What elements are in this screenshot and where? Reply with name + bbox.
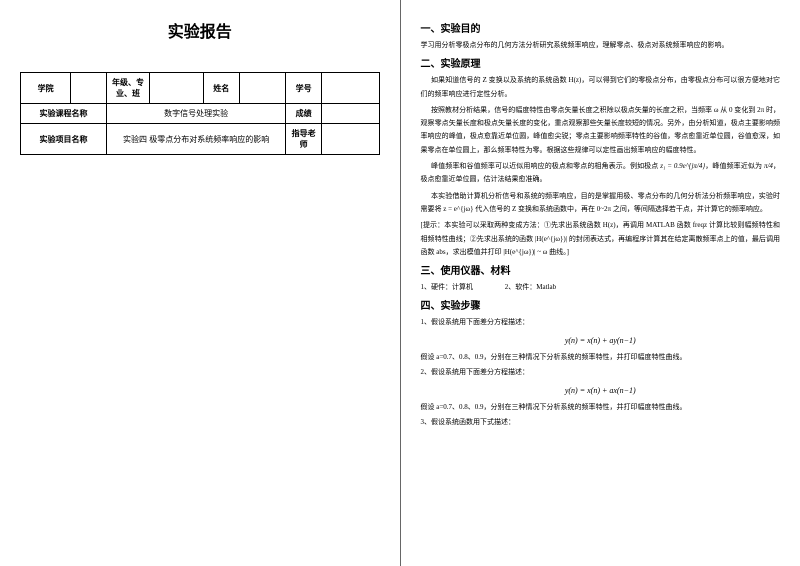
val-id bbox=[322, 73, 379, 104]
section2-heading: 二、实验原理 bbox=[421, 55, 781, 70]
label-name: 姓名 bbox=[203, 73, 239, 104]
table-row: 实验课程名称 数字信号处理实验 成绩 bbox=[21, 104, 380, 124]
label-project: 实验项目名称 bbox=[21, 124, 107, 155]
section3-heading: 三、使用仪器、材料 bbox=[421, 262, 781, 277]
report-title: 实验报告 bbox=[20, 18, 380, 42]
text-fragment: 峰值频率和谷值频率可以近似用响应的极点和零点的相角表示。例如极点 bbox=[431, 162, 658, 170]
list-item: 1、硬件：计算机 bbox=[421, 281, 474, 294]
step-1b: 假设 a=0.7、0.8、0.9，分别在三种情况下分析系统的频率特性，并打印幅度… bbox=[421, 351, 781, 364]
label-grade: 年级、专业、班 bbox=[107, 73, 150, 104]
label-college: 学院 bbox=[21, 73, 71, 104]
section2-p2: 按照教材分析结果，信号的幅度特性由零点矢量长度之积除以极点矢量的长度之积，当频率… bbox=[421, 104, 781, 157]
val-grade bbox=[150, 73, 204, 104]
section2-p4: 本实验借助计算机分析信号和系统的频率响应，目的是掌握用极、零点分布的几何分析法分… bbox=[421, 190, 781, 217]
list-item: 2、软件：Matlab bbox=[505, 283, 556, 291]
left-page: 实验报告 学院 年级、专业、班 姓名 学号 实验课程名称 数字信号处理实验 成绩… bbox=[0, 0, 401, 566]
section2-hint: [提示：本实验可以采取两种变成方法：①先求出系统函数 H(z)，再调用 MATL… bbox=[421, 219, 781, 259]
step-1: 1、假设系统用下面差分方程描述： bbox=[421, 316, 781, 329]
formula-2: y(n) = x(n) + ax(n−1) bbox=[421, 383, 781, 398]
val-project: 实验四 极零点分布对系统频率响应的影响 bbox=[107, 124, 286, 155]
label-id: 学号 bbox=[286, 73, 322, 104]
val-teacher bbox=[322, 124, 379, 155]
val-college bbox=[71, 73, 107, 104]
section3-items: 1、硬件：计算机 2、软件：Matlab bbox=[421, 281, 781, 294]
label-score: 成绩 bbox=[286, 104, 322, 124]
step-2b: 假设 a=0.7、0.8、0.9，分别在三种情况下分析系统的频率特性，并打印幅度… bbox=[421, 401, 781, 414]
table-row: 实验项目名称 实验四 极零点分布对系统频率响应的影响 指导老师 bbox=[21, 124, 380, 155]
math-inline: π/4 bbox=[764, 162, 773, 170]
val-score bbox=[322, 104, 379, 124]
table-row: 学院 年级、专业、班 姓名 学号 bbox=[21, 73, 380, 104]
section1-heading: 一、实验目的 bbox=[421, 20, 781, 35]
section1-body: 学习用分析零极点分布的几何方法分析研究系统频率响应，理解零点、极点对系统频率响应… bbox=[421, 39, 781, 52]
val-name bbox=[239, 73, 286, 104]
label-course: 实验课程名称 bbox=[21, 104, 107, 124]
step-2: 2、假设系统用下面差分方程描述： bbox=[421, 366, 781, 379]
right-page: 一、实验目的 学习用分析零极点分布的几何方法分析研究系统频率响应，理解零点、极点… bbox=[401, 0, 800, 566]
info-table: 学院 年级、专业、班 姓名 学号 实验课程名称 数字信号处理实验 成绩 实验项目… bbox=[20, 72, 380, 155]
formula-1: y(n) = x(n) + ay(n−1) bbox=[421, 333, 781, 348]
val-course: 数字信号处理实验 bbox=[107, 104, 286, 124]
section2-p3: 峰值频率和谷值频率可以近似用响应的极点和零点的相角表示。例如极点 z₁ = 0.… bbox=[421, 160, 781, 187]
section4-heading: 四、实验步骤 bbox=[421, 297, 781, 312]
label-teacher: 指导老师 bbox=[286, 124, 322, 155]
math-inline: z₁ = 0.9e^{jπ/4} bbox=[658, 162, 705, 170]
step-3: 3、假设系统函数用下式描述： bbox=[421, 416, 781, 429]
section2-p1: 如果知道信号的 Z 变换以及系统的系统函数 H(z)，可以得到它们的零极点分布，… bbox=[421, 74, 781, 101]
text-fragment: ，峰值频率近似为 bbox=[705, 162, 764, 170]
